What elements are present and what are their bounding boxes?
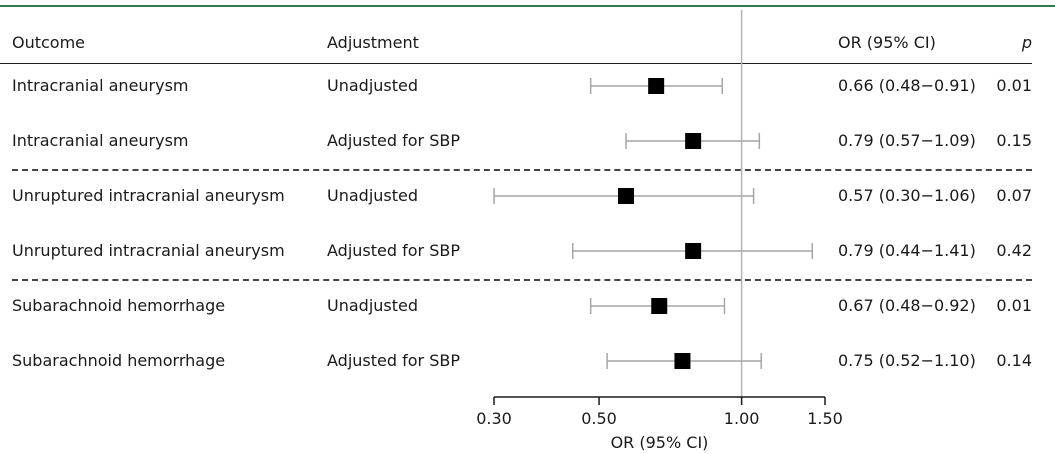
- x-tick-label: 1.00: [724, 409, 760, 428]
- x-axis-label: OR (95% CI): [611, 433, 709, 452]
- row-p-value: 0.15: [996, 131, 1032, 150]
- row-adjustment: Adjusted for SBP: [327, 131, 460, 150]
- row-outcome: Subarachnoid hemorrhage: [12, 296, 226, 315]
- row-adjustment: Adjusted for SBP: [327, 241, 460, 260]
- group-separator: [12, 279, 1032, 281]
- row-adjustment: Unadjusted: [327, 296, 419, 315]
- group-separator: [12, 169, 1032, 171]
- header-rule: [0, 63, 1032, 64]
- row-outcome: Unruptured intracranial aneurysm: [12, 241, 285, 260]
- row-adjustment: Adjusted for SBP: [327, 351, 460, 370]
- header-p-value: p: [1021, 33, 1032, 52]
- row-p-value: 0.14: [996, 351, 1032, 370]
- header-or-ci: OR (95% CI): [838, 33, 936, 52]
- point-estimate: [674, 353, 691, 369]
- row-or-ci: 0.79 (0.57−1.09): [838, 131, 976, 150]
- row-or-ci: 0.67 (0.48−0.92): [838, 296, 976, 315]
- x-tick-label: 0.50: [581, 409, 617, 428]
- point-estimate: [618, 188, 635, 204]
- point-estimate: [685, 133, 702, 149]
- row-or-ci: 0.57 (0.30−1.06): [838, 186, 976, 205]
- row-p-value: 0.42: [996, 241, 1032, 260]
- header-outcome: Outcome: [12, 33, 86, 52]
- x-tick-label: 1.50: [807, 409, 843, 428]
- point-estimate: [685, 243, 702, 259]
- row-or-ci: 0.79 (0.44−1.41): [838, 241, 976, 260]
- row-p-value: 0.01: [996, 296, 1032, 315]
- row-p-value: 0.07: [996, 186, 1032, 205]
- row-or-ci: 0.66 (0.48−0.91): [838, 76, 976, 95]
- row-outcome: Unruptured intracranial aneurysm: [12, 186, 285, 205]
- x-tick-label: 0.30: [476, 409, 512, 428]
- row-adjustment: Unadjusted: [327, 186, 419, 205]
- row-p-value: 0.01: [996, 76, 1032, 95]
- row-outcome: Intracranial aneurysm: [12, 76, 189, 95]
- row-outcome: Subarachnoid hemorrhage: [12, 351, 226, 370]
- row-adjustment: Unadjusted: [327, 76, 419, 95]
- point-estimate: [648, 78, 665, 94]
- top-accent-line: [0, 5, 1055, 7]
- point-estimate: [651, 298, 668, 314]
- header-adjustment: Adjustment: [327, 33, 419, 52]
- row-or-ci: 0.75 (0.52−1.10): [838, 351, 976, 370]
- row-outcome: Intracranial aneurysm: [12, 131, 189, 150]
